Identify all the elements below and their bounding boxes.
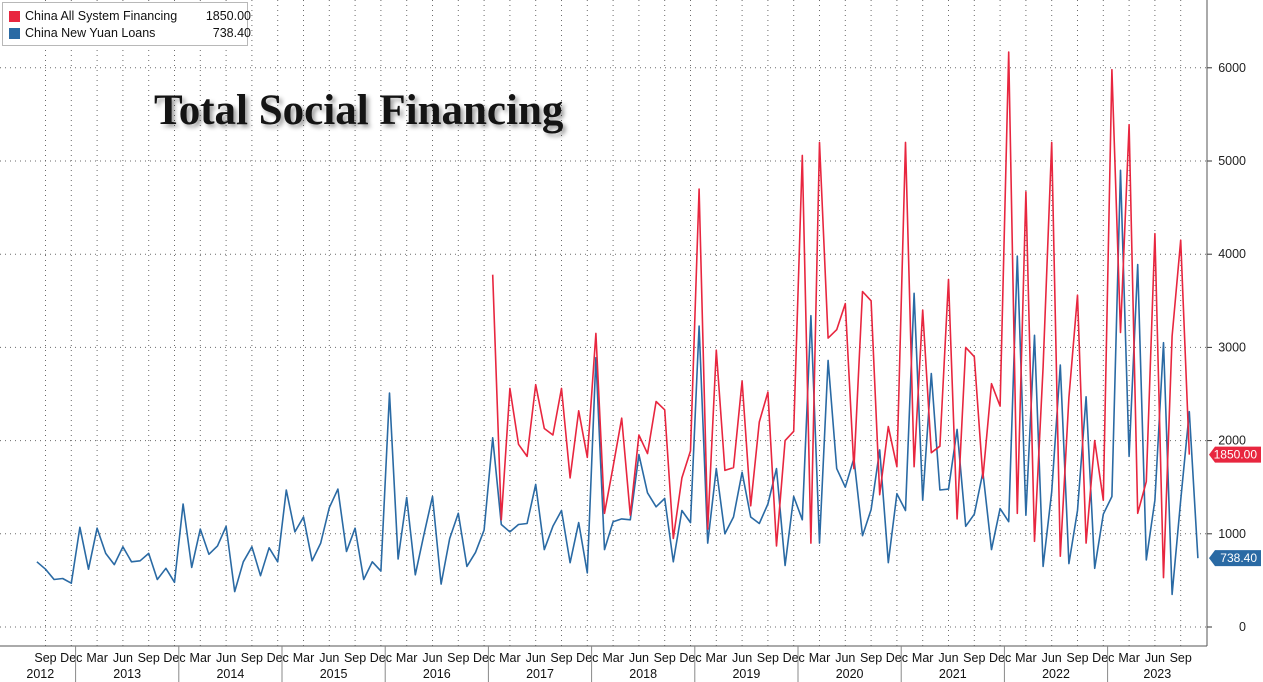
x-month-label: Sep (550, 651, 572, 665)
x-month-label: Jun (216, 651, 236, 665)
x-month-label: Mar (499, 651, 521, 665)
series-line-all-system-financing (491, 51, 1191, 579)
x-month-label: Dec (163, 651, 185, 665)
x-year-label: 2012 (26, 667, 54, 681)
x-month-label: Sep (654, 651, 676, 665)
x-month-label: Jun (526, 651, 546, 665)
last-value-tags: 1850.00 738.40 (1209, 446, 1261, 567)
legend-label: China All System Financing (25, 9, 178, 23)
x-month-label: Sep (860, 651, 882, 665)
x-month-label: Dec (886, 651, 908, 665)
x-month-label: Jun (835, 651, 855, 665)
legend-value: 1850.00 (205, 9, 251, 23)
last-value-tag-red: 1850.00 (1209, 446, 1261, 463)
x-month-label: Jun (113, 651, 133, 665)
x-year-label: 2021 (939, 667, 967, 681)
x-month-label: Jun (629, 651, 649, 665)
x-year-label: 2020 (836, 667, 864, 681)
x-year-label: 2018 (629, 667, 657, 681)
x-year-label: 2023 (1143, 667, 1171, 681)
x-month-label: Sep (34, 651, 56, 665)
x-month-label: Jun (938, 651, 958, 665)
x-year-label: 2014 (216, 667, 244, 681)
y-tick-label: 3000 (1218, 340, 1246, 354)
x-month-label: Jun (319, 651, 339, 665)
chart-series (36, 51, 1199, 596)
x-month-label: Dec (1092, 651, 1114, 665)
tag-background (1209, 446, 1261, 463)
tag-label: 738.40 (1220, 551, 1257, 565)
x-month-label: Sep (757, 651, 779, 665)
x-month-label: Sep (447, 651, 469, 665)
series-line-new-yuan-loans (36, 169, 1199, 596)
x-month-label: Dec (370, 651, 392, 665)
x-month-label: Mar (293, 651, 315, 665)
x-month-label: Dec (679, 651, 701, 665)
x-month-label: Dec (60, 651, 82, 665)
x-year-label: 2013 (113, 667, 141, 681)
x-month-label: Jun (1042, 651, 1062, 665)
x-month-label: Sep (138, 651, 160, 665)
tag-label: 1850.00 (1214, 448, 1258, 462)
x-month-label: Jun (732, 651, 752, 665)
x-month-label: Jun (422, 651, 442, 665)
legend-item-new-yuan-loans[interactable]: China New Yuan Loans 738.40 (9, 25, 251, 41)
x-month-label: Mar (1118, 651, 1140, 665)
x-month-label: Dec (267, 651, 289, 665)
x-month-label: Sep (1066, 651, 1088, 665)
x-axis: Sep Dec Mar Jun Sep Dec Mar Jun Sep Dec Mar Jun Sep D… (0, 645, 1207, 682)
x-month-label: Sep (963, 651, 985, 665)
y-axis: 0 1000 2000 3000 4000 5000 6000 (1206, 0, 1246, 646)
x-month-label: Sep (1170, 651, 1192, 665)
x-year-label: 2017 (526, 667, 554, 681)
legend-swatch-red (9, 10, 20, 22)
x-month-label: Dec (783, 651, 805, 665)
x-month-label: Sep (241, 651, 263, 665)
x-month-label: Mar (86, 651, 108, 665)
x-month-label: Jun (1145, 651, 1165, 665)
legend-value: 738.40 (212, 26, 251, 40)
last-value-tag-blue: 738.40 (1209, 550, 1261, 567)
x-month-label: Sep (344, 651, 366, 665)
legend[interactable]: China All System Financing 1850.00 China… (2, 2, 251, 46)
y-tick-label: 2000 (1218, 434, 1246, 448)
x-month-label: Dec (473, 651, 495, 665)
x-year-label: 2019 (732, 667, 760, 681)
legend-label: China New Yuan Loans (25, 26, 156, 40)
x-year-label: 2022 (1042, 667, 1070, 681)
legend-item-all-system-financing[interactable]: China All System Financing 1850.00 (9, 8, 251, 24)
y-tick-label: 0 (1239, 620, 1246, 634)
x-month-label: Mar (396, 651, 418, 665)
y-tick-label: 6000 (1218, 61, 1246, 75)
x-month-label: Mar (190, 651, 212, 665)
x-month-label: Mar (809, 651, 831, 665)
y-tick-label: 1000 (1218, 527, 1246, 541)
x-month-label: Dec (989, 651, 1011, 665)
x-month-label: Mar (602, 651, 624, 665)
tag-background (1209, 550, 1261, 567)
chart-title: Total Social Financing (154, 87, 564, 134)
x-month-label: Mar (1015, 651, 1037, 665)
x-month-label: Mar (912, 651, 934, 665)
x-year-label: 2015 (320, 667, 348, 681)
legend-swatch-blue (9, 27, 20, 39)
y-tick-label: 5000 (1218, 154, 1246, 168)
x-month-label: Mar (706, 651, 728, 665)
x-year-label: 2016 (423, 667, 451, 681)
x-month-label: Dec (576, 651, 598, 665)
y-tick-label: 4000 (1218, 247, 1246, 261)
